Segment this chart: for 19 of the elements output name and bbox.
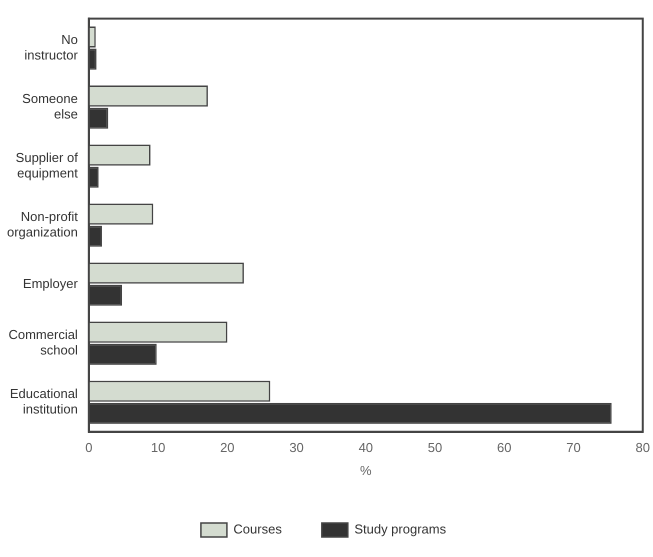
x-tick-label: 80 xyxy=(636,440,650,456)
x-tick-label: 40 xyxy=(358,440,374,456)
x-tick-label: 10 xyxy=(150,440,166,456)
x-tick-label: 50 xyxy=(428,440,442,456)
x-tick-label: 60 xyxy=(497,440,512,456)
y-tick-label: Educational institution xyxy=(10,386,78,417)
y-tick-label: Non-profit organization xyxy=(7,208,78,240)
legend-label: Courses xyxy=(233,522,282,537)
x-tick-label: 70 xyxy=(566,440,581,456)
y-tick-label: No instructor xyxy=(24,32,78,62)
x-tick-label: 20 xyxy=(220,440,235,456)
y-tick-label: Supplier of equipment xyxy=(16,150,78,181)
y-tick-label: Commercial school xyxy=(8,327,78,358)
x-axis-title: % xyxy=(360,462,372,478)
y-tick-label: Employer xyxy=(22,276,78,291)
x-tick-label: 0 xyxy=(85,440,92,456)
x-tick-label: 30 xyxy=(289,440,304,456)
y-tick-label: Someone else xyxy=(22,90,78,122)
legend-label: Study programs xyxy=(354,522,447,537)
